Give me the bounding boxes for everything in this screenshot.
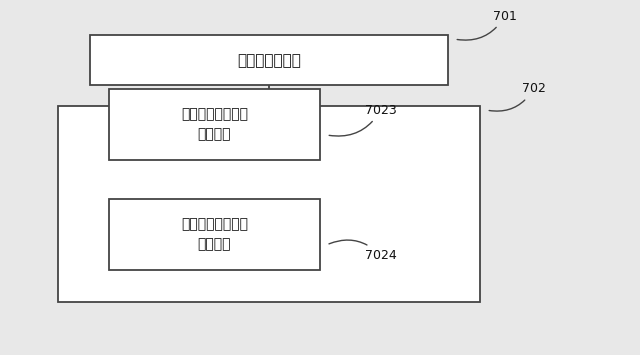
Text: 7023: 7023: [329, 104, 397, 136]
Bar: [109, 199, 320, 270]
Text: 第３の制御サブモ
ジュール: 第３の制御サブモ ジュール: [181, 218, 248, 251]
Text: 第４の取得サブモ
ジュール: 第４の取得サブモ ジュール: [181, 108, 248, 141]
Text: 701: 701: [457, 10, 516, 40]
Bar: [90, 36, 448, 85]
Text: 702: 702: [489, 82, 545, 111]
Text: 検知モジュール: 検知モジュール: [237, 53, 301, 68]
Bar: [58, 106, 480, 302]
Bar: [109, 89, 320, 160]
Text: 7024: 7024: [329, 240, 397, 262]
